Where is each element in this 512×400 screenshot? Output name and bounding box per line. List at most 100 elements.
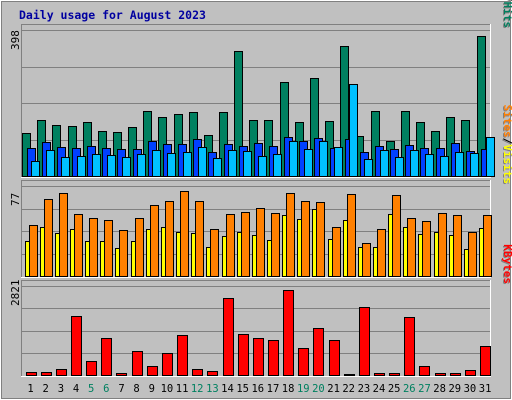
- bar-sites-day-3: [59, 193, 68, 277]
- bar-pages-day-2: [46, 150, 55, 177]
- bar-kbytes-day-25: [389, 373, 400, 376]
- x-tick-label-day-10: 10: [161, 383, 174, 395]
- bar-pages-day-13: [213, 158, 222, 177]
- bar-kbytes-day-31: [480, 346, 491, 376]
- bar-sites-day-15: [241, 212, 250, 277]
- x-tick-label-day-9: 9: [149, 383, 155, 395]
- axis-legend-label: Pages/Files/Hits: [501, 0, 512, 28]
- x-tick-label-day-28: 28: [433, 383, 446, 395]
- bar-sites-day-20: [316, 202, 325, 277]
- x-tick-label-day-17: 17: [267, 383, 280, 395]
- x-tick-label-day-11: 11: [176, 383, 189, 395]
- panel-hits-files-pages: 398 Pages/Files/Hits: [9, 0, 512, 178]
- bar-kbytes-day-20: [313, 328, 324, 376]
- bar-sites-day-14: [226, 214, 235, 277]
- x-axis-labels: 1 2 3 4 5 6 7 8 9 10 11 12 13 14 15 16 17 18 19 20 21 22 23 24 2…: [27, 383, 491, 395]
- x-tick-label-day-18: 18: [282, 383, 295, 395]
- bar-pages-day-20: [319, 141, 328, 177]
- bar-pages-day-16: [258, 156, 267, 177]
- y-max-label: 398: [9, 30, 22, 50]
- bar-kbytes-day-9: [147, 366, 158, 376]
- bar-sites-day-29: [453, 215, 462, 277]
- bar-sites-day-27: [422, 221, 431, 277]
- bar-pages-day-23: [364, 159, 373, 177]
- bar-kbytes-day-13: [207, 371, 218, 376]
- bar-sites-day-7: [119, 230, 128, 277]
- bar-sites-day-22: [347, 194, 356, 277]
- bar-pages-day-1: [31, 161, 40, 177]
- bar-sites-day-21: [332, 227, 341, 277]
- bar-pages-day-25: [395, 157, 404, 177]
- bar-kbytes-day-28: [435, 373, 446, 376]
- bar-pages-day-26: [410, 150, 419, 177]
- bar-pages-day-27: [425, 154, 434, 177]
- y-max-label: 77: [9, 193, 22, 206]
- x-tick-label-day-19: 19: [297, 383, 310, 395]
- x-tick-label-day-16: 16: [251, 383, 264, 395]
- series-pages: [31, 84, 495, 177]
- bar-pages-day-14: [228, 150, 237, 177]
- bar-kbytes-day-8: [132, 351, 143, 376]
- bar-kbytes-day-7: [116, 373, 127, 376]
- x-tick-label-day-21: 21: [327, 383, 340, 395]
- bar-pages-day-12: [198, 147, 207, 177]
- x-tick-label-day-5: 5: [88, 383, 94, 395]
- bar-pages-day-6: [107, 155, 116, 177]
- bar-pages-day-4: [77, 156, 86, 177]
- bar-sites-day-1: [29, 225, 38, 277]
- x-tick-label-day-15: 15: [236, 383, 249, 395]
- x-tick-label-day-31: 31: [479, 383, 492, 395]
- bar-kbytes-day-12: [192, 369, 203, 376]
- x-tick-label-day-23: 23: [358, 383, 371, 395]
- axis-legend-part: Hits: [501, 2, 512, 29]
- bar-sites-day-30: [468, 232, 477, 277]
- x-tick-label-day-6: 6: [103, 383, 109, 395]
- bar-sites-day-24: [377, 229, 386, 277]
- x-tick-label-day-3: 3: [58, 383, 64, 395]
- bar-hits-day-30: [461, 120, 470, 177]
- bar-sites-day-23: [362, 243, 371, 277]
- bar-sites-day-19: [301, 201, 310, 277]
- bar-kbytes-day-10: [162, 353, 173, 376]
- x-tick-label-day-7: 7: [118, 383, 124, 395]
- bar-kbytes-day-5: [86, 361, 97, 376]
- bar-sites-day-13: [210, 229, 219, 277]
- axis-legend-part: Sites: [501, 105, 512, 138]
- series-kbytes: [26, 290, 491, 376]
- bar-kbytes-day-23: [359, 307, 370, 376]
- bar-kbytes-day-14: [223, 298, 234, 376]
- bar-pages-day-9: [152, 150, 161, 177]
- bar-pages-day-29: [455, 152, 464, 177]
- bar-sites-day-12: [195, 201, 204, 277]
- panel-kbytes: 2821 KBytes: [9, 244, 512, 377]
- bar-sites-day-10: [165, 201, 174, 277]
- bar-sites-day-16: [256, 208, 265, 277]
- x-tick-label-day-12: 12: [191, 383, 204, 395]
- bar-pages-day-7: [122, 157, 131, 177]
- bar-pages-day-30: [470, 153, 479, 177]
- bar-kbytes-day-21: [329, 340, 340, 376]
- bar-kbytes-day-18: [283, 290, 294, 376]
- x-tick-label-day-25: 25: [388, 383, 401, 395]
- bar-pages-day-24: [380, 150, 389, 177]
- y-max-label: 2821: [9, 280, 22, 307]
- bar-kbytes-day-15: [238, 334, 249, 376]
- bar-pages-day-31: [486, 137, 495, 177]
- bar-hits-day-15: [234, 51, 243, 177]
- bar-sites-day-26: [407, 218, 416, 277]
- bar-kbytes-day-22: [344, 374, 355, 376]
- axis-legend-part: Visits: [501, 144, 512, 184]
- bar-sites-day-25: [392, 195, 401, 277]
- bar-kbytes-day-3: [56, 369, 67, 376]
- bar-pages-day-11: [183, 152, 192, 177]
- x-tick-label-day-4: 4: [73, 383, 79, 395]
- chart-panels: 398Pages/Files/Hits77Sites/Visits2821KBy…: [9, 0, 512, 377]
- x-tick-label-day-2: 2: [43, 383, 49, 395]
- bar-pages-day-28: [440, 156, 449, 177]
- x-tick-label-day-14: 14: [221, 383, 234, 395]
- bar-pages-day-19: [304, 149, 313, 177]
- bar-sites-day-17: [271, 213, 280, 277]
